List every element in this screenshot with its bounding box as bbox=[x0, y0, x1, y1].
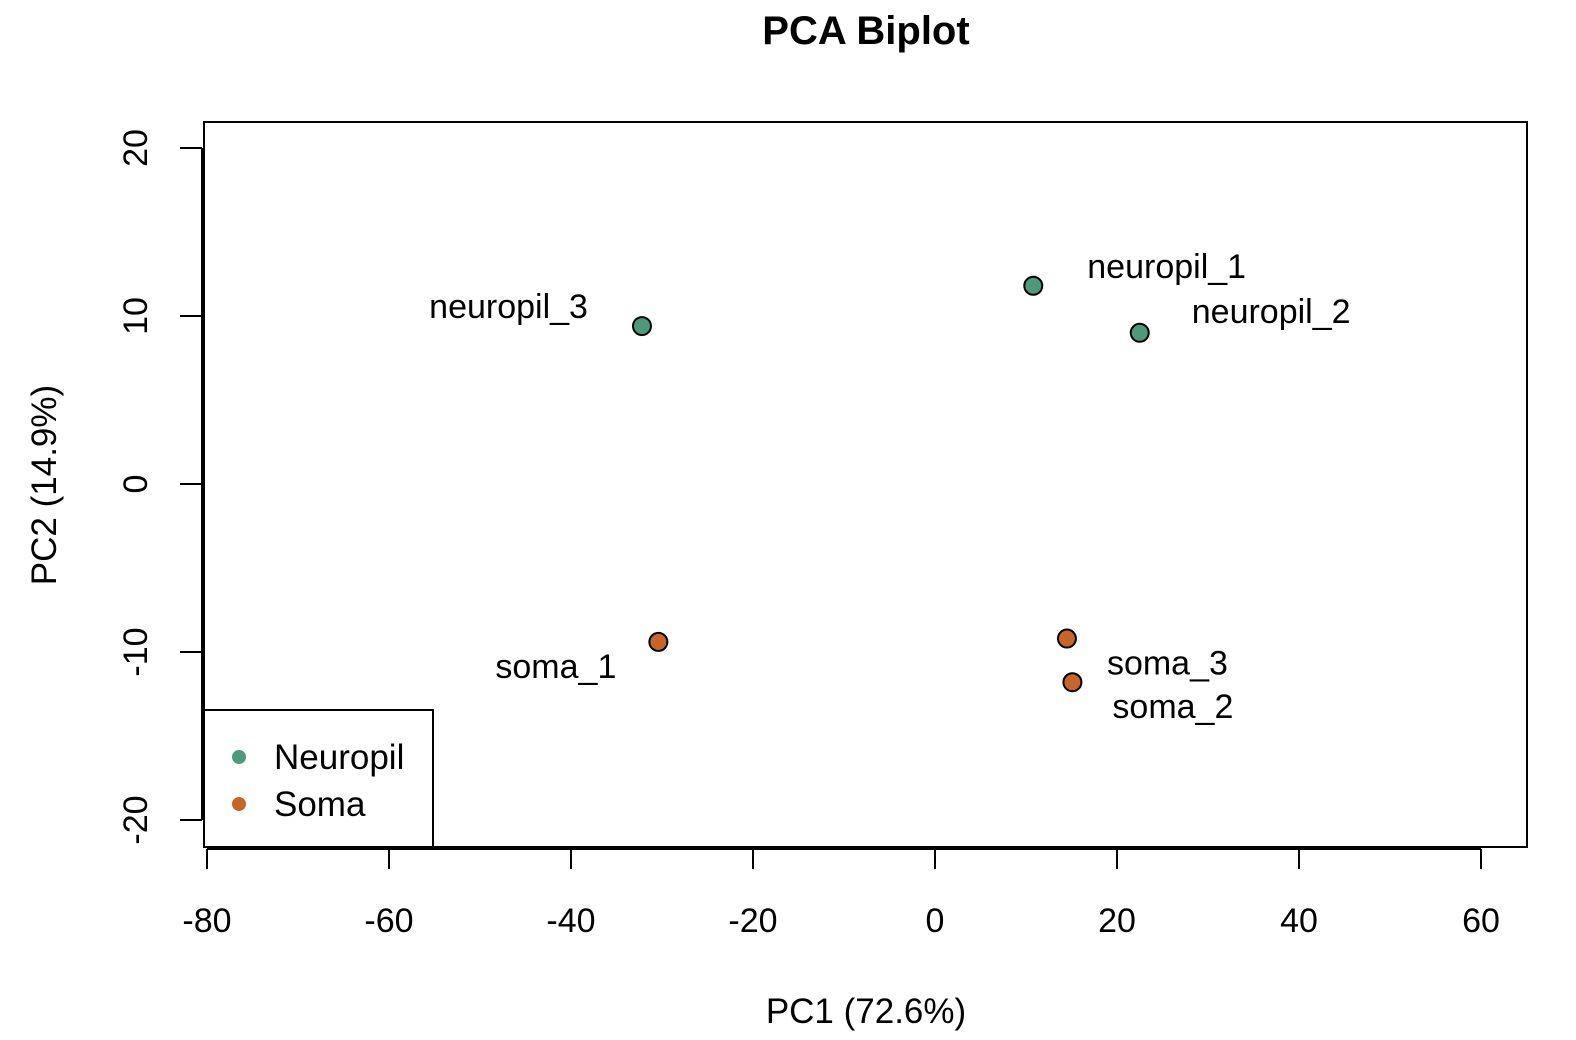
x-tick-label: -40 bbox=[546, 902, 595, 940]
chart-title: PCA Biplot bbox=[762, 9, 969, 53]
plot-frame bbox=[203, 121, 1528, 848]
x-tick-label: 20 bbox=[1098, 902, 1136, 940]
point-label-neuropil_3: neuropil_3 bbox=[429, 288, 588, 326]
y-tick-label: 20 bbox=[117, 129, 155, 167]
y-axis-label: PC2 (14.9%) bbox=[25, 385, 64, 585]
y-tick-label: -20 bbox=[117, 795, 155, 844]
y-tick-label: -10 bbox=[117, 627, 155, 676]
data-points bbox=[631, 275, 1150, 693]
x-axis-label: PC1 (72.6%) bbox=[766, 992, 966, 1031]
x-tick-label: 0 bbox=[926, 902, 945, 940]
legend-marker-soma bbox=[232, 797, 246, 811]
point-label-neuropil_1: neuropil_1 bbox=[1087, 248, 1246, 286]
data-point-soma_2 bbox=[1062, 672, 1083, 693]
point-labels: neuropil_1neuropil_2neuropil_3soma_1soma… bbox=[429, 248, 1350, 726]
x-axis: -80 -60 -40 -20 0 20 40 60 bbox=[182, 848, 1500, 940]
legend-label-neuropil: Neuropil bbox=[274, 738, 404, 777]
point-label-soma_3: soma_3 bbox=[1107, 645, 1228, 683]
point-label-soma_2: soma_2 bbox=[1112, 688, 1233, 726]
legend-box bbox=[203, 709, 434, 848]
data-point-neuropil_2 bbox=[1129, 322, 1150, 343]
legend-label-soma: Soma bbox=[274, 785, 366, 824]
legend: Neuropil Soma bbox=[203, 709, 434, 848]
point-label-neuropil_2: neuropil_2 bbox=[1192, 293, 1351, 331]
y-tick-label: 0 bbox=[117, 475, 155, 494]
point-label-soma_1: soma_1 bbox=[495, 648, 616, 686]
x-tick-label: -60 bbox=[364, 902, 413, 940]
x-tick-label: -20 bbox=[728, 902, 777, 940]
x-tick-label: -80 bbox=[182, 902, 231, 940]
y-axis: -20 -10 0 10 20 bbox=[117, 129, 203, 845]
legend-marker-neuropil bbox=[232, 750, 246, 764]
data-point-neuropil_3 bbox=[631, 316, 652, 337]
data-point-neuropil_1 bbox=[1023, 275, 1044, 296]
x-tick-label: 40 bbox=[1280, 902, 1318, 940]
y-tick-label: 10 bbox=[117, 297, 155, 335]
data-point-soma_1 bbox=[648, 631, 669, 652]
x-tick-label: 60 bbox=[1462, 902, 1500, 940]
data-point-soma_3 bbox=[1056, 628, 1077, 649]
